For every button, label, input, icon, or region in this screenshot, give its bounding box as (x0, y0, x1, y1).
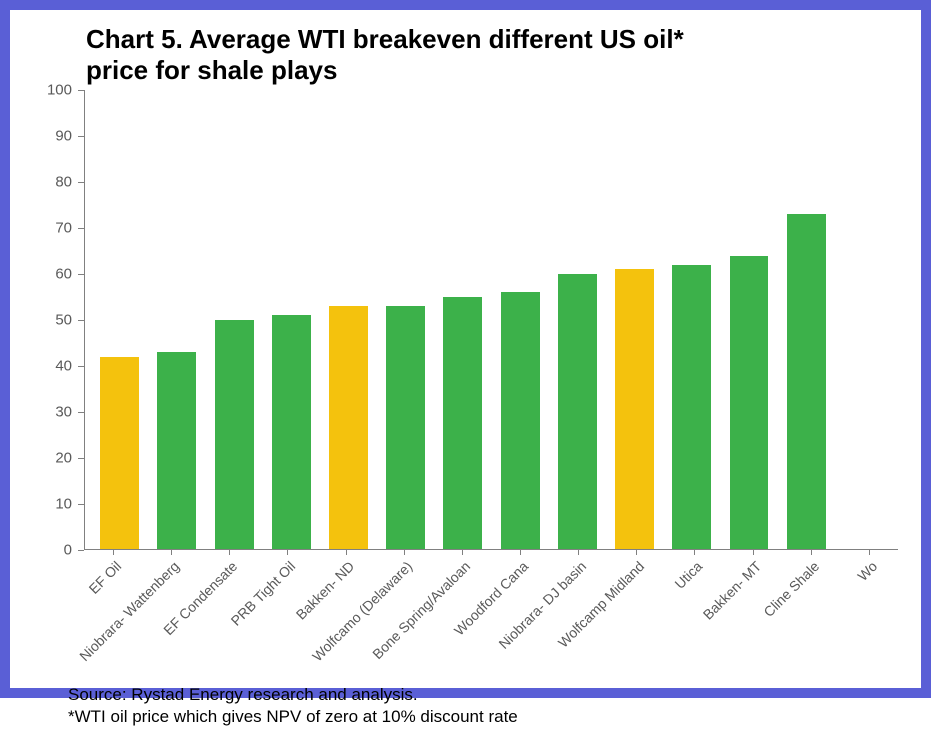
plot-wrap: 0102030405060708090100 (38, 90, 898, 550)
x-tick-label: Utica (672, 558, 706, 592)
chart-title: Chart 5. Average WTI breakeven different… (86, 24, 903, 86)
y-tick-label: 50 (32, 312, 72, 329)
bar (272, 315, 311, 549)
x-tick-mark (462, 549, 463, 555)
x-tick-label: Wo (854, 558, 880, 584)
bar (615, 269, 654, 549)
y-tick-label: 60 (32, 266, 72, 283)
y-tick-label: 90 (32, 128, 72, 145)
bar-slot (91, 90, 148, 549)
x-tick-mark (578, 549, 579, 555)
bar (672, 265, 711, 550)
x-label-slot: Wolfcamp Midland (607, 550, 665, 680)
x-tick-mark (636, 549, 637, 555)
x-tick-mark (869, 549, 870, 555)
bar-slot (663, 90, 720, 549)
bar (215, 320, 254, 550)
bar-slot (205, 90, 262, 549)
bar-slot (778, 90, 835, 549)
bar (501, 292, 540, 549)
bar-slot (492, 90, 549, 549)
x-tick-mark (346, 549, 347, 555)
x-tick-mark (171, 549, 172, 555)
bar-slot (720, 90, 777, 549)
footnote-source: Source: Rystad Energy research and analy… (68, 684, 903, 706)
bar-slot (835, 90, 892, 549)
x-tick-mark (694, 549, 695, 555)
bar-slot (148, 90, 205, 549)
y-tick-label: 40 (32, 358, 72, 375)
x-tick-mark (404, 549, 405, 555)
x-axis-labels: EF OilNiobrara- WattenbergEF CondensateP… (84, 550, 898, 680)
y-tick-label: 20 (32, 450, 72, 467)
x-tick-label: EF Oil (86, 558, 125, 597)
bar-slot (434, 90, 491, 549)
bar (558, 274, 597, 549)
chart-title-line2: price for shale plays (86, 55, 337, 85)
chart-title-line1: Chart 5. Average WTI breakeven different… (86, 24, 684, 54)
bar-slot (549, 90, 606, 549)
bar (329, 306, 368, 549)
y-tick-label: 80 (32, 174, 72, 191)
x-tick-mark (520, 549, 521, 555)
bars-container (85, 90, 898, 549)
x-label-slot: Cline Shale (782, 550, 840, 680)
y-tick-label: 10 (32, 496, 72, 513)
bar (386, 306, 425, 549)
bar (730, 256, 769, 550)
y-tick-label: 0 (32, 542, 72, 559)
bar (157, 352, 196, 549)
y-tick-label: 30 (32, 404, 72, 421)
x-tick-mark (811, 549, 812, 555)
y-tick-label: 70 (32, 220, 72, 237)
bar-slot (606, 90, 663, 549)
plot-area (84, 90, 898, 550)
footnote-definition: *WTI oil price which gives NPV of zero a… (68, 706, 903, 728)
y-tick-label: 100 (32, 82, 72, 99)
bar (100, 357, 139, 550)
y-axis: 0102030405060708090100 (38, 90, 78, 550)
footnotes: Source: Rystad Energy research and analy… (68, 684, 903, 728)
bar (443, 297, 482, 549)
bar (787, 214, 826, 549)
x-tick-mark (287, 549, 288, 555)
bar-slot (263, 90, 320, 549)
x-tick-mark (753, 549, 754, 555)
x-tick-mark (113, 549, 114, 555)
x-tick-mark (229, 549, 230, 555)
x-label-slot: Wo (840, 550, 898, 680)
chart-frame: Chart 5. Average WTI breakeven different… (0, 0, 931, 698)
bar-slot (320, 90, 377, 549)
bar-slot (377, 90, 434, 549)
